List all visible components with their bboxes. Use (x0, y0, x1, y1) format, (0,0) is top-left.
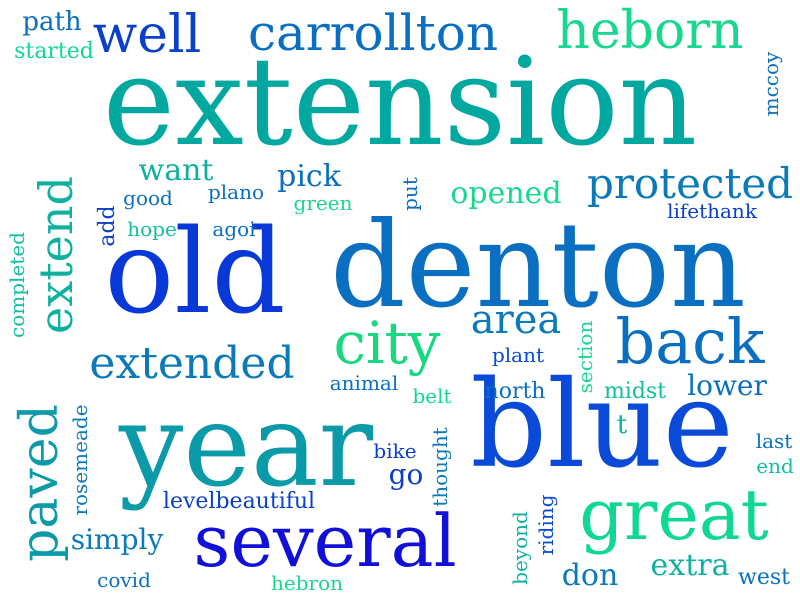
word-hebron: hebron (270, 571, 344, 595)
word-pick: pick (277, 159, 341, 194)
word-agoi: agoi (212, 217, 256, 241)
word-city: city (333, 309, 441, 377)
word-hope: hope (127, 217, 177, 241)
word-levelbeautiful: levelbeautiful (162, 489, 316, 514)
word-t: t (616, 410, 628, 440)
word-green: green (293, 191, 353, 215)
word-year: year (118, 379, 374, 512)
word-lifethank: lifethank (667, 199, 757, 223)
word-rosemeade: rosemeade (68, 404, 92, 516)
word-several: several (193, 499, 457, 583)
word-plant: plant (491, 343, 545, 367)
word-area: area (470, 297, 562, 343)
word-north: north (484, 379, 546, 404)
word-plano: plano (207, 180, 265, 204)
word-bike: bike (373, 439, 417, 463)
word-heborn: heborn (556, 1, 744, 61)
word-want: want (138, 153, 214, 188)
word-extended: extended (89, 338, 295, 389)
word-animal: animal (329, 371, 399, 395)
word-extra: extra (650, 548, 730, 583)
word-great: great (579, 474, 769, 556)
word-denton: denton (330, 196, 746, 334)
word-section: section (573, 320, 597, 394)
word-extend: extend (29, 176, 83, 334)
word-end: end (756, 454, 794, 478)
word-opened: opened (450, 176, 562, 211)
word-riding: riding (534, 494, 558, 556)
word-put: put (398, 177, 422, 211)
word-back: back (615, 305, 765, 378)
word-lower: lower (687, 369, 767, 402)
word-blue: blue (470, 356, 734, 495)
word-thought: thought (428, 427, 452, 507)
word-don: don (561, 558, 619, 593)
word-midst: midst (603, 379, 667, 404)
word-west: west (738, 565, 790, 590)
word-well: well (92, 5, 202, 65)
word-carrollton: carrollton (247, 4, 499, 62)
word-extension: extension (102, 31, 698, 173)
word-last: last (755, 429, 793, 453)
word-belt: belt (412, 384, 452, 408)
word-paved: paved (10, 404, 70, 562)
word-go: go (388, 458, 424, 491)
word-covid: covid (97, 568, 151, 592)
word-path: path (22, 7, 82, 37)
word-started: started (14, 39, 94, 64)
word-protected: protected (586, 159, 794, 208)
word-completed: completed (5, 232, 29, 338)
word-good: good (123, 186, 173, 210)
word-simply: simply (70, 523, 164, 556)
word-old: old (104, 205, 286, 340)
word-mccoy: mccoy (759, 51, 783, 117)
word-add: add (95, 205, 120, 247)
word-beyond: beyond (508, 511, 532, 585)
